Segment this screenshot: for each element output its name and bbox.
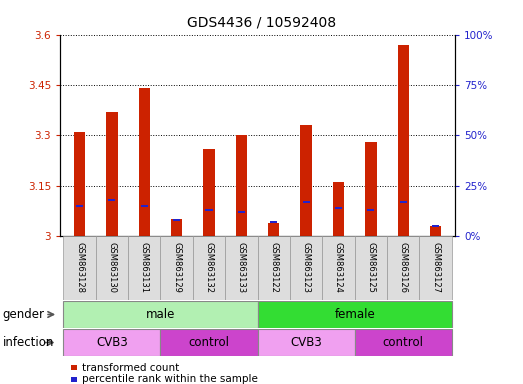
Bar <box>76 205 83 207</box>
FancyBboxPatch shape <box>290 236 322 300</box>
FancyBboxPatch shape <box>355 236 387 300</box>
Bar <box>141 205 148 207</box>
Text: GSM863123: GSM863123 <box>302 242 311 293</box>
Bar <box>397 45 409 236</box>
Text: GSM863125: GSM863125 <box>366 242 376 293</box>
Bar <box>74 132 85 236</box>
Bar <box>206 209 212 211</box>
Bar <box>203 149 215 236</box>
Bar <box>171 219 183 236</box>
Text: male: male <box>146 308 175 321</box>
Bar <box>365 142 377 236</box>
Text: GSM863124: GSM863124 <box>334 242 343 293</box>
Text: gender: gender <box>3 308 44 321</box>
Bar <box>270 221 277 223</box>
FancyBboxPatch shape <box>96 236 128 300</box>
FancyBboxPatch shape <box>419 236 452 300</box>
Text: percentile rank within the sample: percentile rank within the sample <box>82 374 257 384</box>
FancyBboxPatch shape <box>63 329 161 356</box>
FancyBboxPatch shape <box>225 236 257 300</box>
FancyBboxPatch shape <box>387 236 419 300</box>
Bar <box>367 209 374 211</box>
FancyBboxPatch shape <box>257 236 290 300</box>
FancyBboxPatch shape <box>63 301 257 328</box>
Bar <box>139 88 150 236</box>
Text: GSM863127: GSM863127 <box>431 242 440 293</box>
Text: CVB3: CVB3 <box>290 336 322 349</box>
Text: GSM863126: GSM863126 <box>399 242 408 293</box>
Text: control: control <box>188 336 230 349</box>
Bar <box>400 201 407 203</box>
FancyBboxPatch shape <box>128 236 161 300</box>
Text: transformed count: transformed count <box>82 363 179 373</box>
Bar <box>333 182 344 236</box>
Text: GSM863133: GSM863133 <box>237 242 246 293</box>
Bar <box>303 201 310 203</box>
FancyBboxPatch shape <box>322 236 355 300</box>
Bar <box>430 226 441 236</box>
Text: female: female <box>334 308 375 321</box>
Text: GSM863129: GSM863129 <box>172 242 181 293</box>
FancyBboxPatch shape <box>161 236 193 300</box>
Text: infection: infection <box>3 336 54 349</box>
FancyBboxPatch shape <box>355 329 452 356</box>
Bar <box>106 112 118 236</box>
FancyBboxPatch shape <box>193 236 225 300</box>
Bar <box>335 207 342 209</box>
Bar <box>108 199 116 201</box>
Bar <box>238 211 245 213</box>
Text: GSM863130: GSM863130 <box>107 242 117 293</box>
Text: GSM863122: GSM863122 <box>269 242 278 293</box>
Bar <box>173 219 180 221</box>
Text: CVB3: CVB3 <box>96 336 128 349</box>
FancyBboxPatch shape <box>63 236 96 300</box>
FancyBboxPatch shape <box>257 329 355 356</box>
Bar <box>268 223 279 236</box>
Bar <box>236 136 247 236</box>
Bar <box>432 225 439 227</box>
FancyBboxPatch shape <box>257 301 452 328</box>
Text: GSM863128: GSM863128 <box>75 242 84 293</box>
Text: GSM863131: GSM863131 <box>140 242 149 293</box>
Bar <box>300 125 312 236</box>
Text: control: control <box>383 336 424 349</box>
FancyBboxPatch shape <box>161 329 257 356</box>
Text: GDS4436 / 10592408: GDS4436 / 10592408 <box>187 15 336 29</box>
Text: GSM863132: GSM863132 <box>204 242 213 293</box>
